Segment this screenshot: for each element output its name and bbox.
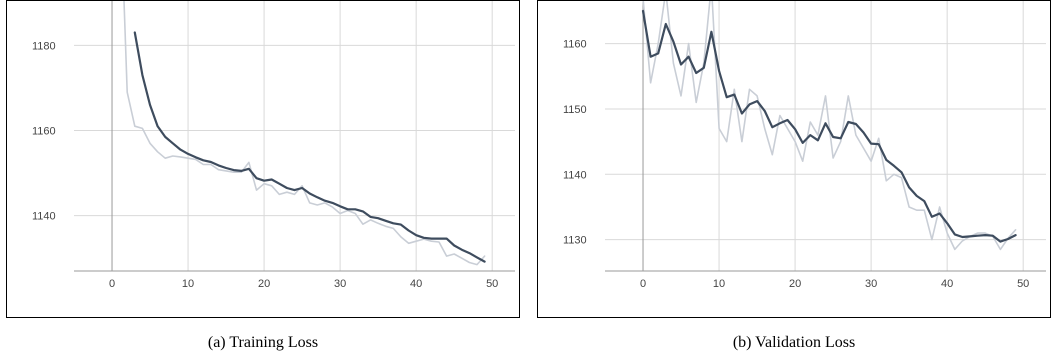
smoothed-loss-line: [133, 31, 486, 263]
y-tick-label: 1130: [563, 235, 587, 247]
x-tick-label: 30: [334, 278, 346, 290]
y-tick-label: 1180: [32, 40, 56, 52]
x-tick-label: 10: [713, 278, 725, 290]
caption-training-loss: (a) Training Loss: [207, 334, 319, 351]
raw-loss-line: [642, 1, 1017, 251]
x-tick-label: 30: [865, 278, 877, 290]
x-tick-label: 0: [640, 278, 646, 290]
x-tick-label: 40: [410, 278, 422, 290]
validation-loss-panel: 0 10 20 30 40 50 1130 1140 1150 1160: [537, 0, 1051, 318]
caption-validation-loss: (b) Validation Loss: [732, 334, 856, 351]
x-tick-label: 10: [182, 278, 194, 290]
y-tick-label: 1150: [563, 104, 587, 116]
x-tick-label: 40: [941, 278, 953, 290]
training-loss-panel: 0 10 20 30 40 50 1140 1160 1180: [6, 0, 520, 318]
x-tick-label: 50: [486, 278, 498, 290]
y-tick-label: 1140: [563, 169, 587, 181]
validation-loss-chart: 0 10 20 30 40 50 1130 1140 1150 1160: [563, 1, 1046, 290]
raw-loss-line: [123, 1, 486, 266]
y-tick-label: 1160: [563, 39, 587, 51]
y-tick-label: 1160: [32, 125, 56, 137]
x-tick-label: 20: [789, 278, 801, 290]
x-tick-label: 0: [109, 278, 115, 290]
x-tick-label: 50: [1017, 278, 1029, 290]
smoothed-loss-line: [641, 9, 1017, 243]
x-tick-label: 20: [258, 278, 270, 290]
training-loss-chart: 0 10 20 30 40 50 1140 1160 1180: [32, 1, 515, 290]
y-tick-label: 1140: [32, 211, 56, 223]
